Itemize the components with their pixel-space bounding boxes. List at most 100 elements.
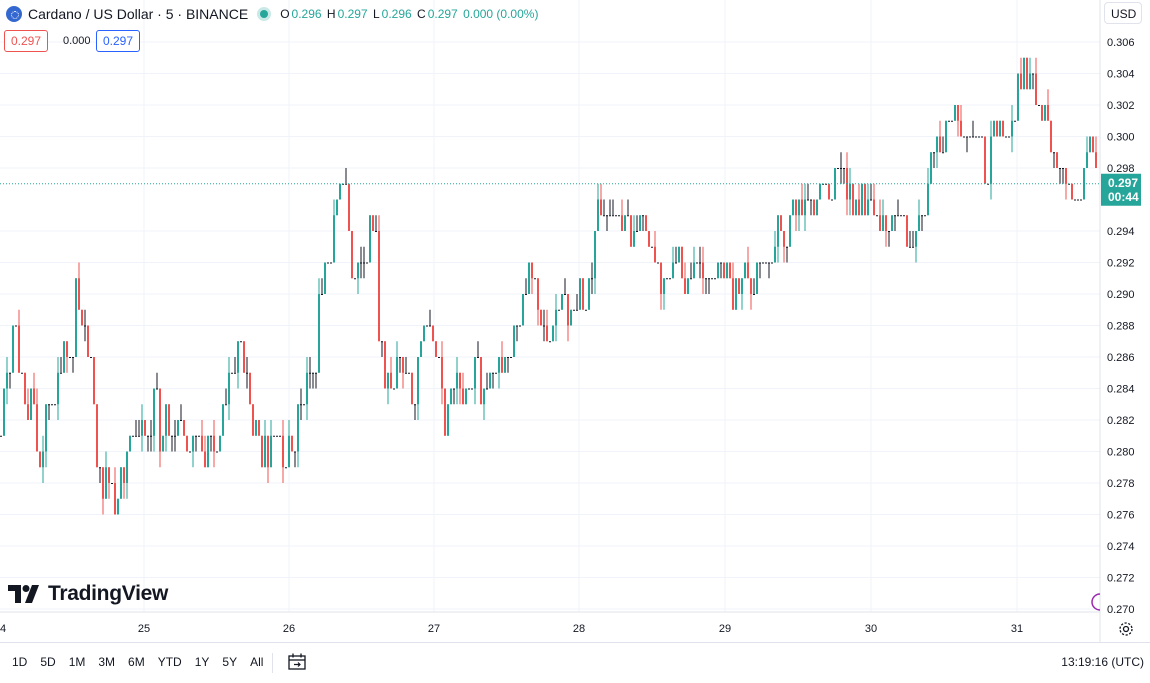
candle-body — [744, 262, 746, 279]
candle-body — [144, 420, 146, 436]
candle-body — [198, 435, 200, 437]
candle-body — [933, 152, 935, 154]
candle-body — [327, 262, 329, 264]
price-chart[interactable]: 0.306 0.304 0.302 0.300 0.298 0.294 0.292 0.290… — [0, 0, 1150, 642]
candle-body — [783, 231, 785, 247]
bottom-toolbar: 1D 5D 1M 3M 6M YTD 1Y 5Y All 13:19:16 (UTC) — [0, 642, 1150, 682]
candle-body — [201, 435, 203, 452]
candle-body — [657, 262, 659, 264]
candle-body — [519, 325, 521, 327]
candle-body — [903, 215, 905, 217]
candle-body — [564, 294, 566, 295]
candle-body — [36, 404, 38, 452]
scroll-to-realtime-icon[interactable] — [1088, 592, 1102, 612]
utc-clock[interactable]: 13:19:16 (UTC) — [1061, 655, 1144, 669]
candle-body — [468, 388, 470, 390]
candle-body — [1086, 152, 1088, 168]
range-button-all[interactable]: All — [250, 655, 264, 669]
candle-body — [1053, 152, 1055, 154]
candle-body — [3, 388, 5, 436]
candle-body — [411, 372, 413, 405]
candle-body — [309, 372, 311, 374]
candle-body — [180, 420, 182, 421]
candle-body — [6, 372, 8, 389]
candle-body — [876, 215, 878, 217]
candle-body — [447, 404, 449, 436]
candle-body — [627, 215, 629, 217]
candle-body — [1017, 73, 1019, 121]
candle-body — [264, 435, 266, 468]
candle-body — [387, 372, 389, 389]
candle-body — [1071, 183, 1073, 200]
price-tick-label: 0.280 — [1107, 447, 1135, 459]
candle-body — [186, 435, 188, 452]
range-button-ytd[interactable]: YTD — [157, 655, 182, 669]
time-axis[interactable]: 4 25 26 27 28 29 30 31 — [0, 623, 1023, 635]
range-button-3m[interactable]: 3M — [98, 655, 116, 669]
candle-body — [525, 294, 527, 295]
price-tick-label: 0.276 — [1107, 510, 1135, 522]
candle-body — [222, 404, 224, 436]
price-tick-label: 0.282 — [1107, 415, 1135, 427]
candle-body — [78, 278, 80, 310]
candle-body — [1074, 199, 1076, 201]
range-button-1y[interactable]: 1Y — [194, 655, 210, 669]
close-value: 0.297 — [427, 7, 458, 21]
candle-body — [588, 278, 590, 310]
candle-body — [99, 467, 101, 469]
candle-body — [1011, 120, 1013, 137]
chart-settings-gear-icon[interactable] — [1117, 620, 1135, 638]
price-tick-label: 0.274 — [1107, 541, 1135, 553]
candle-body — [831, 199, 833, 201]
chart-grid — [0, 0, 1100, 612]
ohlc-values: O 0.296 H 0.297 L 0.296 C 0.297 0.000 (0.00%… — [280, 7, 539, 21]
candle-body — [780, 215, 782, 231]
candle-body — [585, 309, 587, 311]
range-button-5y[interactable]: 5Y — [222, 655, 238, 669]
candle-body — [9, 372, 11, 374]
calendar-goto-date-icon[interactable] — [287, 652, 307, 672]
currency-selector[interactable]: USD — [1104, 2, 1142, 24]
candle-body — [360, 262, 362, 264]
candle-body — [435, 341, 437, 357]
candle-body — [501, 357, 503, 373]
candle-body — [75, 278, 77, 357]
candle-body — [546, 325, 548, 342]
candle-body — [1005, 136, 1007, 138]
candle-body — [618, 215, 620, 217]
buy-button[interactable]: 0.297 — [96, 30, 141, 52]
range-button-5d[interactable]: 5D — [40, 655, 56, 669]
candle-body — [54, 404, 56, 406]
candle-body — [297, 404, 299, 452]
candle-body — [492, 372, 494, 374]
candle-body — [621, 215, 623, 231]
candle-body — [612, 215, 614, 217]
symbol-title[interactable]: Cardano / US Dollar · 5 · BINANCE — [28, 6, 249, 22]
candle-body — [111, 483, 113, 484]
candle-body — [609, 215, 611, 217]
candle-body — [396, 357, 398, 389]
candle-body — [723, 262, 725, 279]
candle-body — [633, 231, 635, 247]
candle-body — [312, 372, 314, 374]
candle-body — [774, 246, 776, 263]
price-axis[interactable]: 0.306 0.304 0.302 0.300 0.298 0.294 0.292 0.290… — [1107, 37, 1135, 616]
candle-body — [540, 309, 542, 326]
candle-body — [795, 199, 797, 216]
range-button-6m[interactable]: 6M — [128, 655, 145, 669]
price-tick-label: 0.300 — [1107, 132, 1135, 144]
candle-body — [945, 120, 947, 153]
range-button-1d[interactable]: 1D — [12, 655, 28, 669]
bar-countdown: 00:44 — [1108, 190, 1139, 204]
candle-body — [375, 231, 377, 232]
candle-body — [231, 372, 233, 374]
candle-body — [393, 388, 395, 390]
candle-body — [81, 309, 83, 326]
candle-body — [57, 372, 59, 405]
candle-body — [189, 451, 191, 453]
sell-button[interactable]: 0.297 — [4, 30, 49, 52]
candle-body — [315, 372, 317, 374]
candle-body — [414, 404, 416, 406]
range-button-1m[interactable]: 1M — [68, 655, 86, 669]
candle-body — [243, 341, 245, 373]
